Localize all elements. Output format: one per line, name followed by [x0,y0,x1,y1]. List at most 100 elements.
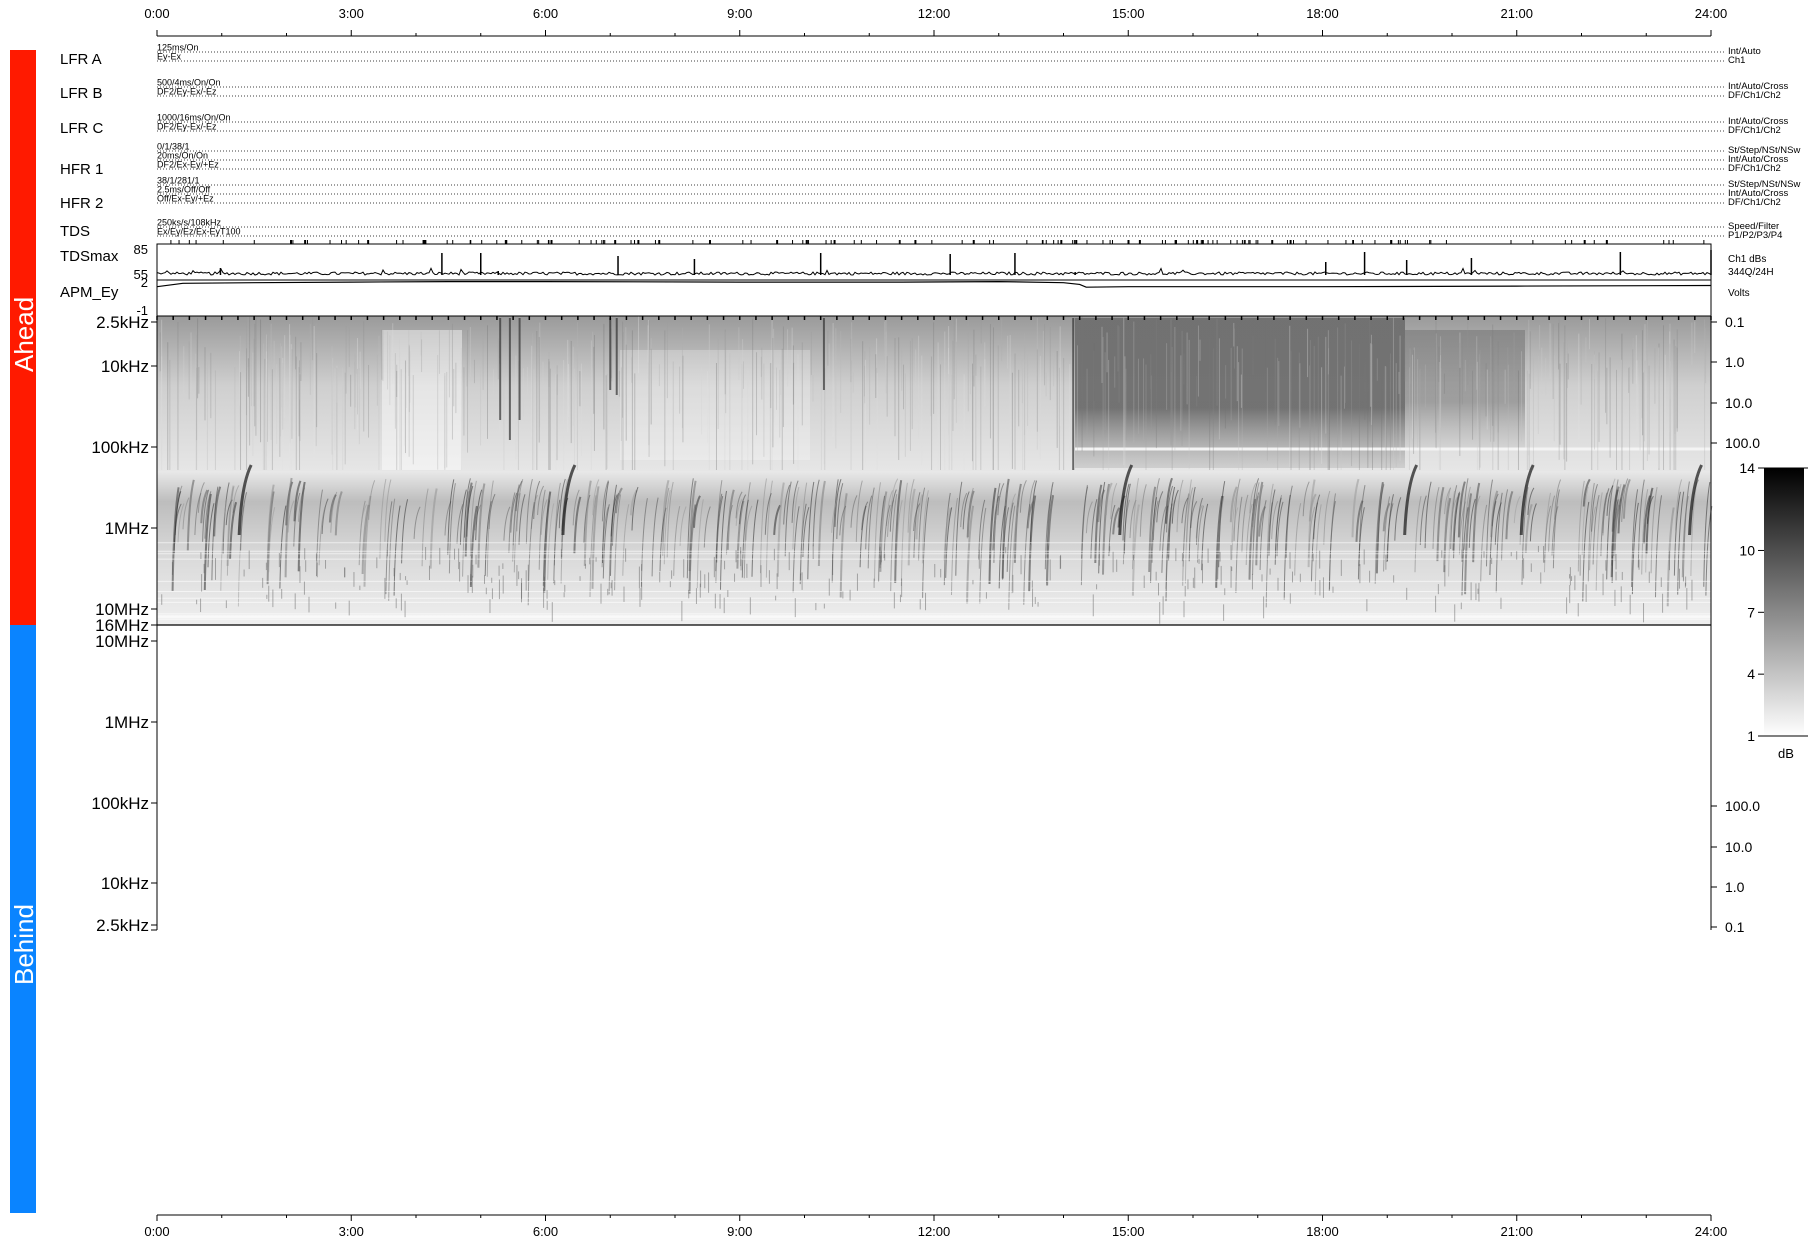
instrument-left-text: 1000/16ms/On/On [157,113,231,123]
type-iii-burst [469,505,478,588]
ahead-right-label: 10.0 [1725,395,1752,411]
type-iii-burst [978,499,986,560]
instrument-left-text: Off/Ex-Ey/+Ez [157,194,214,204]
type-iii-burst [1612,504,1621,556]
type-iii-burst [1452,492,1461,551]
type-iii-burst [266,484,275,568]
type-iii-burst [913,492,921,558]
type-iii-burst [232,485,240,514]
type-iii-burst [783,484,791,525]
type-iii-burst [591,486,600,589]
type-iii-burst [1622,479,1631,519]
type-iii-burst [850,495,858,528]
type-iii-burst [1123,483,1131,555]
instrument-left-text: DF2/Ex-Ey/+Ez [157,160,219,170]
type-iii-burst [792,486,800,550]
type-iii-burst [368,480,376,520]
apm-frame [156,279,1712,317]
type-iii-burst [503,506,511,541]
type-iii-burst [861,501,869,531]
type-iii-burst [736,500,745,569]
type-iii-burst [1458,501,1466,555]
type-iii-burst [839,493,848,598]
instrument-right-text: Int/Auto/Cross [1728,154,1788,165]
bottom-time-label: 0:00 [144,1224,169,1239]
instrument-name: LFR A [60,51,102,68]
type-iii-burst [393,505,401,596]
type-iii-burst [1495,492,1503,593]
type-iii-burst [1197,505,1204,563]
type-iii-burst [379,478,387,560]
type-iii-burst [573,496,582,554]
type-iii-burst [878,495,886,583]
top-time-label: 0:00 [144,6,169,21]
type-iii-burst [1473,495,1481,531]
top-time-label: 3:00 [339,6,364,21]
type-iii-burst [561,479,568,543]
type-iii-burst [890,494,898,592]
type-iii-burst [1529,503,1537,542]
type-iii-burst [1094,484,1103,564]
type-iii-burst [1268,489,1276,556]
behind-bar [10,625,36,1213]
type-iii-burst [1165,477,1173,524]
type-iii-burst [839,505,847,536]
type-iii-burst [525,478,533,544]
type-iii-burst [696,499,704,589]
ahead-dark-patch [1075,318,1405,468]
bottom-time-label: 12:00 [918,1224,951,1239]
type-iii-burst [463,478,471,538]
type-iii-burst [388,498,396,601]
type-iii-burst [512,493,520,562]
behind-label: Behind [9,904,39,985]
type-iii-burst [1323,490,1331,545]
type-iii-burst [1655,495,1662,598]
type-iii-burst [287,500,295,533]
ahead-right-label: 100.0 [1725,435,1760,451]
type-iii-burst [360,504,367,535]
colorbar-tick-label: 1 [1747,728,1755,744]
type-iii-burst [1329,493,1336,590]
instrument-right-text: Speed/Filter [1728,221,1779,232]
type-iii-burst [592,479,600,516]
apm-right-label: Volts [1728,288,1750,299]
bottom-time-label: 15:00 [1112,1224,1145,1239]
colorbar-label: dB [1778,746,1794,761]
type-iii-burst [1102,483,1110,575]
type-iii-burst [1486,479,1493,567]
type-iii-burst [1581,486,1589,556]
type-iii-burst [1666,507,1675,607]
type-iii-burst [693,495,701,528]
behind-right-label: 0.1 [1725,919,1745,935]
type-iii-burst [1131,504,1140,596]
top-time-label: 24:00 [1695,6,1728,21]
type-iii-burst [1302,481,1310,517]
type-iii-burst [855,480,863,542]
type-iii-burst [1414,496,1422,573]
type-iii-burst [1132,478,1139,570]
type-iii-burst [1186,487,1194,544]
instrument-right-text: Ch1 [1728,55,1745,66]
type-iii-burst [1215,495,1224,588]
type-iii-burst [1383,496,1391,572]
type-iii-burst [1424,481,1432,549]
ahead-hf-band [157,471,1711,625]
tdsmax-panel: TDSmax 85 55 Ch1 dBs 344Q/24H [60,242,1774,282]
bottom-time-label: 9:00 [727,1224,752,1239]
type-iii-burst [384,479,392,542]
behind-right-label: 10.0 [1725,839,1752,855]
type-iii-burst [220,499,228,591]
type-iii-burst [1098,481,1106,574]
type-iii-burst [1610,489,1619,578]
type-iii-burst [543,491,552,593]
ahead-frequency-label: 100kHz [91,438,149,457]
type-iii-burst [679,506,687,546]
type-iii-burst [553,499,561,584]
type-iii-burst [448,483,456,574]
strong-burst [237,464,253,536]
type-iii-burst [1589,506,1597,571]
type-iii-burst [622,504,630,576]
type-iii-burst [1592,494,1600,565]
type-iii-burst [1673,491,1681,576]
type-iii-burst [1436,486,1445,562]
